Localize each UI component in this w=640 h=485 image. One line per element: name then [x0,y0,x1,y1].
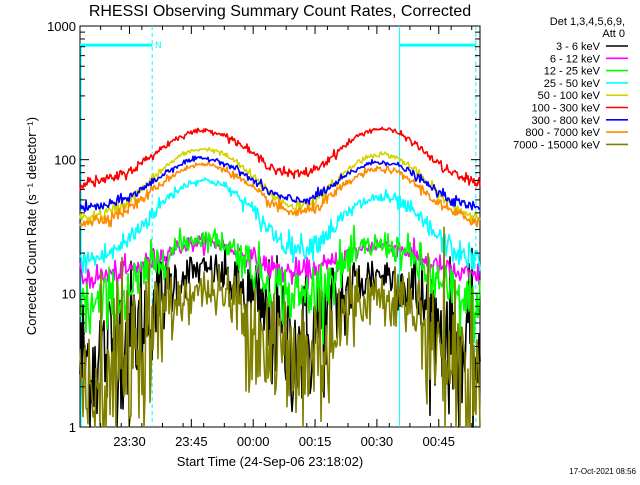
legend-entry-label: 800 - 7000 keV [525,127,600,139]
series-line [79,126,481,193]
plot-area: N 23:30 23:45 00:00 00:15 00:30 00:45 1101001… [47,19,481,449]
legend-entry-label: 50 - 100 keV [538,90,601,102]
x-axis-ticks: 23:30 23:45 00:00 00:15 00:30 00:45 [79,26,473,449]
legend-entry-label: 12 - 25 keV [544,66,601,78]
y-tick-label: 100 [54,153,76,168]
x-tick-label: 00:00 [237,434,270,449]
x-tick-label: 00:30 [361,434,394,449]
x-axis-label: Start Time (24-Sep-06 23:18:02) [177,454,363,469]
x-tick-label: 23:30 [113,434,146,449]
legend-entry-label: 6 - 12 keV [550,53,601,65]
series-line [79,224,481,345]
chart-title: RHESSI Observing Summary Count Rates, Co… [89,3,471,20]
legend-entry-label: 100 - 300 keV [532,103,601,115]
generation-timestamp: 17-Oct-2021 08:56 [569,467,636,476]
legend-entry-label: 300 - 800 keV [532,115,601,127]
x-tick-label: 00:15 [299,434,332,449]
legend-header-line-2: Att 0 [602,28,625,40]
plot-frame [79,25,481,428]
legend-entry-label: 25 - 50 keV [544,78,601,90]
legend-header-line-1: Det 1,3,4,5,6,9, [550,16,625,28]
y-axis-ticks: 1 10 100 1000 [47,19,480,435]
y-tick-label: 1000 [47,19,76,34]
series-line [79,162,481,228]
series-line [79,155,481,213]
series-lines [79,126,481,428]
legend-entry-label: 7000 - 15000 keV [513,139,601,151]
x-tick-label: 00:45 [422,434,455,449]
y-axis-label: Corrected Count Rate (s⁻¹ detector⁻¹) [24,117,39,335]
legend-entry-label: 3 - 6 keV [556,41,601,53]
y-tick-label: 10 [62,286,76,301]
x-tick-label: 23:45 [175,434,208,449]
y-tick-label: 1 [69,420,76,435]
series-line [79,177,481,274]
night-flag-label: N [155,40,162,50]
series-line [79,226,481,428]
